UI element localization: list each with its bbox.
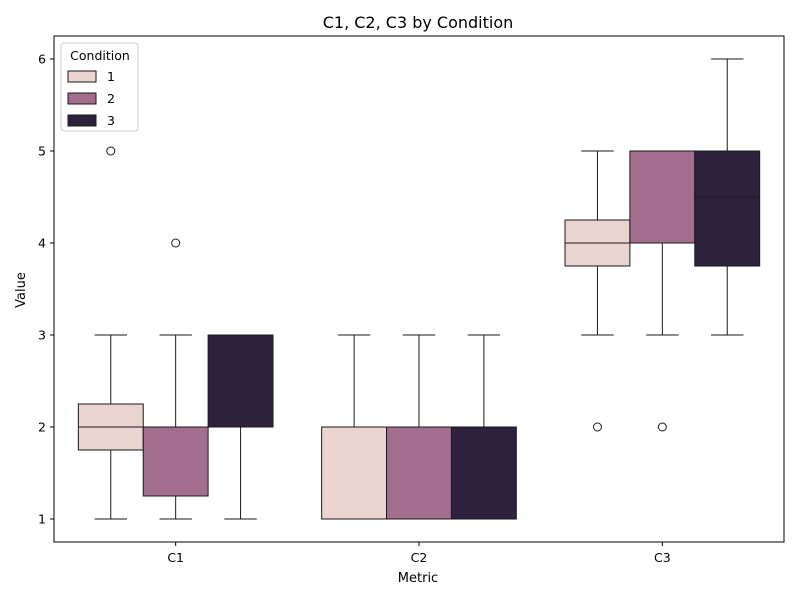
y-axis-label: Value	[14, 272, 29, 308]
y-tick-label: 3	[38, 328, 46, 343]
y-tick-label: 6	[38, 52, 46, 67]
outlier-point	[171, 238, 181, 248]
legend-swatch	[67, 92, 97, 105]
legend-entry-label: 1	[107, 69, 115, 84]
legend: Condition 1 2 3	[60, 42, 139, 132]
box-C1-condition-3	[207, 334, 274, 520]
box-C1-condition-1	[77, 146, 144, 520]
x-tick-label: C2	[411, 550, 428, 565]
outlier-point	[657, 422, 667, 432]
legend-swatch	[67, 114, 97, 127]
legend-swatch	[67, 70, 97, 83]
iqr-box	[450, 426, 517, 520]
legend-entry-label: 2	[107, 91, 115, 106]
y-tick-label: 5	[38, 144, 46, 159]
x-axis-label: Metric	[398, 571, 438, 586]
iqr-box	[386, 426, 452, 520]
iqr-box	[142, 426, 209, 497]
box-C3-condition-3	[694, 58, 761, 336]
outlier-point	[592, 422, 602, 432]
box-C2-condition-3	[450, 334, 517, 520]
legend-frame	[60, 42, 139, 132]
chart-title: C1, C2, C3 by Condition	[323, 13, 514, 32]
x-tick-label: C1	[167, 550, 184, 565]
iqr-box	[694, 150, 761, 267]
legend-entry-label: 3	[107, 113, 115, 128]
y-tick-label: 2	[38, 420, 46, 435]
box-C3-condition-1	[564, 150, 631, 432]
x-tick-label: C3	[654, 550, 671, 565]
box-C2-condition-2	[386, 334, 452, 520]
box-C3-condition-2	[629, 150, 696, 432]
iqr-box	[321, 426, 388, 520]
legend-title: Condition	[70, 48, 130, 63]
plot-area: 1 2 3 4 5 6 C1 C2 C3	[38, 35, 785, 565]
y-tick-label: 4	[38, 236, 46, 251]
box-C2-condition-1	[321, 334, 388, 520]
box-C1-condition-2	[142, 238, 209, 520]
iqr-box	[207, 334, 274, 428]
iqr-box	[629, 150, 696, 244]
outlier-point	[106, 146, 116, 156]
y-tick-label: 1	[38, 512, 46, 527]
